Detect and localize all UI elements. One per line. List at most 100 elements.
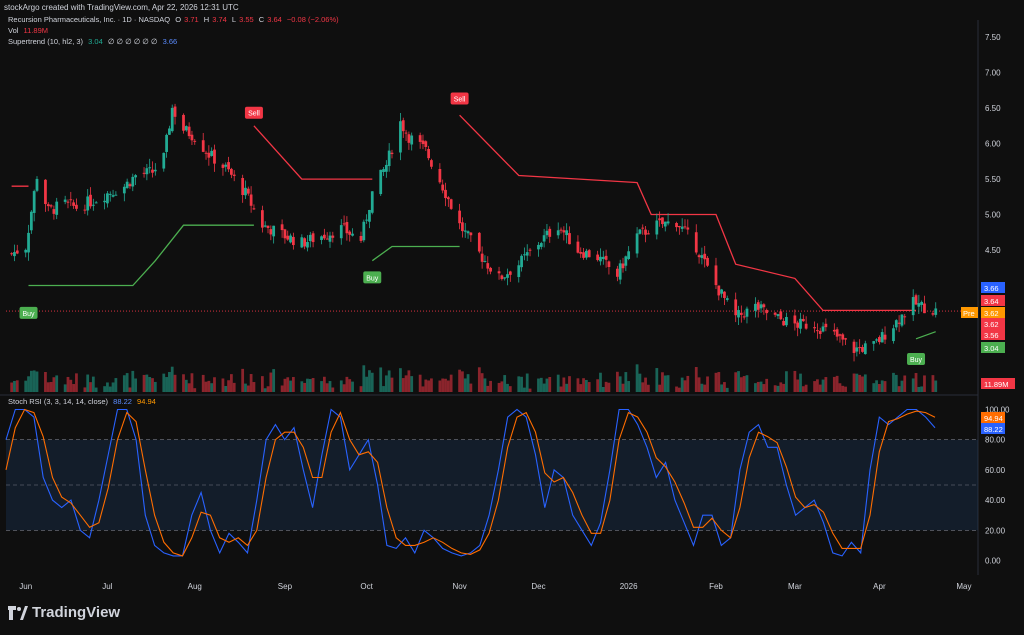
stoch-k-tag	[981, 423, 1005, 434]
candle-body	[497, 271, 501, 274]
supertrend-down-line	[253, 125, 373, 180]
candle-body	[351, 233, 354, 236]
candle-body	[658, 218, 662, 221]
candle-body	[103, 200, 106, 203]
price-tick-label: 7.00	[985, 69, 1001, 78]
signal-label: Buy	[23, 311, 36, 318]
candle-body	[283, 229, 287, 239]
candle-body	[418, 135, 422, 142]
volume-bar	[917, 386, 921, 392]
symbol-legend[interactable]: Recursion Pharmaceuticals, Inc. · 1D · N…	[8, 15, 342, 24]
candle-body	[27, 232, 30, 253]
volume-bar	[804, 384, 808, 392]
volume-bar	[875, 380, 878, 392]
candle-body	[230, 168, 233, 175]
supertrend-legend[interactable]: Supertrend (10, hl2, 3) 3.04 ∅ ∅ ∅ ∅ ∅ ∅…	[8, 37, 180, 46]
volume-bar	[878, 384, 881, 392]
volume-bar	[52, 377, 56, 392]
candle-body	[508, 271, 512, 275]
candle-body	[261, 210, 264, 228]
volume-bar	[151, 378, 154, 392]
volume-bar	[421, 386, 425, 392]
candle-body	[15, 250, 19, 254]
volume-bar	[841, 385, 845, 392]
volume-bar	[66, 376, 70, 392]
volume-bar	[844, 386, 847, 392]
candle-body	[306, 242, 309, 248]
candle-body	[677, 226, 681, 228]
volume-legend[interactable]: Vol 11.89M	[8, 26, 51, 35]
volume-bar	[528, 388, 532, 392]
stoch-legend[interactable]: Stoch RSI (3, 3, 14, 14, close) 88.22 94…	[8, 397, 159, 406]
price-tag-label: 3.62	[984, 309, 999, 318]
candle-body	[734, 299, 738, 316]
candle-body	[520, 255, 523, 268]
volume-bar	[170, 366, 174, 392]
volume-bar	[646, 384, 650, 392]
volume-bar	[799, 373, 802, 392]
volume-bar	[111, 382, 115, 392]
candle-body	[272, 225, 276, 237]
volume-bar	[444, 378, 447, 392]
volume-bar	[368, 370, 371, 392]
volume-bar	[627, 381, 631, 392]
candle-body	[818, 330, 822, 334]
candle-body	[813, 327, 816, 329]
candle-body	[446, 197, 450, 200]
volume-bar	[562, 377, 566, 392]
candle-body	[401, 120, 405, 132]
volume-bar	[658, 384, 662, 392]
candle-body	[900, 314, 904, 326]
volume-bar	[379, 367, 383, 392]
candle-body	[49, 205, 53, 207]
candle-body	[325, 238, 329, 240]
volume-bar	[900, 380, 904, 392]
candle-body	[244, 187, 247, 196]
volume-bar	[739, 377, 743, 392]
volume-bar	[742, 376, 746, 392]
volume-bar	[430, 378, 433, 392]
volume-bar	[599, 372, 602, 392]
supertrend-up-line	[28, 224, 254, 287]
candle-body	[824, 323, 828, 328]
volume-bar	[213, 377, 216, 392]
volume-bar	[13, 380, 16, 392]
candle-body	[756, 302, 760, 310]
price-tick-label: 6.50	[985, 104, 1001, 113]
candle-body	[852, 341, 856, 353]
volume-bar	[903, 375, 907, 392]
candle-body	[483, 261, 487, 263]
candle-body	[331, 235, 335, 238]
candle-body	[500, 275, 504, 280]
candle-body	[94, 202, 98, 204]
volume-bar	[458, 369, 461, 392]
candle-body	[91, 204, 95, 206]
volume-bar	[576, 378, 580, 392]
signal-label: Sell	[454, 97, 466, 104]
volume-bar	[300, 381, 304, 392]
volume-bar	[717, 372, 721, 392]
candle-body	[182, 114, 185, 131]
volume-bar	[142, 374, 146, 392]
volume-bar	[497, 382, 501, 392]
candle-body	[128, 184, 132, 187]
candle-body	[368, 209, 371, 222]
candle-body	[424, 141, 428, 147]
candle-body	[122, 186, 126, 194]
volume-bar	[723, 382, 726, 392]
tradingview-brand[interactable]: TradingView	[8, 604, 120, 621]
volume-bar	[663, 375, 667, 392]
volume-bar	[520, 376, 523, 392]
volume-bar	[441, 378, 445, 392]
candle-body	[345, 222, 349, 234]
volume-bar	[508, 386, 512, 392]
candle-body	[134, 175, 137, 178]
volume-bar	[224, 386, 228, 392]
volume-bar	[694, 367, 698, 392]
volume-bar	[638, 373, 642, 392]
candle-body	[528, 249, 532, 251]
candle-body	[559, 229, 563, 231]
candle-body	[249, 194, 253, 206]
x-tick-label: May	[956, 582, 971, 591]
